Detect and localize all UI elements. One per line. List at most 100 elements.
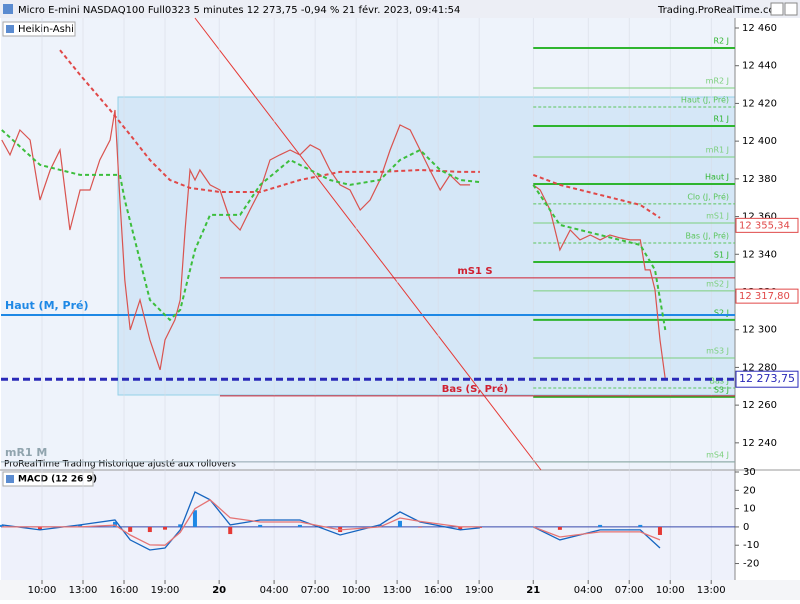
site-name: Trading.ProRealTime.com [657,5,784,16]
level-label: S1 J [714,251,729,260]
y-tick-label: 12 420 [742,98,777,109]
y-tick-label: 12 400 [742,136,777,147]
week-range-box [117,96,736,396]
level-label: mS1 S [457,266,492,277]
histogram-bar [657,526,662,535]
x-tick-label: 04:00 [574,585,603,596]
x-tick-label: 16:00 [424,585,453,596]
moving-average [1,129,667,331]
y-tick-label: 10 [743,504,756,515]
level-label: Haut J [705,172,729,181]
x-tick-label: 07:00 [301,585,330,596]
macd-panel [1,470,735,580]
x-tick-label: 16:00 [110,585,139,596]
x-tick-label: 10:00 [28,585,57,596]
histogram-bar [208,526,213,528]
price-tag [735,288,799,304]
y-tick-label: 12 440 [742,61,777,72]
x-tick-label: 13:00 [697,585,726,596]
x-tick-label: 20 [212,585,226,596]
level-label: mR2 J [706,76,729,85]
header-title: Micro E-mini NASDAQ100 Full0323 5 minute… [18,4,460,16]
histogram-bar [147,526,152,533]
y-tick-label: 12 380 [742,174,777,185]
histogram-bar [192,510,197,527]
x-tick-label: 04:00 [260,585,289,596]
legend-box[interactable] [2,21,76,37]
level-label: R2 J [713,36,729,45]
histogram-bar [163,526,168,530]
level-label: mS2 J [706,279,729,288]
price-line [1,109,666,380]
x-tick-label: 07:00 [615,585,644,596]
histogram-bar [377,524,382,527]
time-axis-bar [0,580,800,600]
y-tick-label: 12 360 [742,212,777,223]
level-label: Bas (S, Pré) [442,383,508,395]
y-tick-label: 12 280 [742,362,777,373]
macd-title: MACD (12 26 9) [18,475,97,485]
histogram-bar [557,526,562,530]
x-tick-label: 13:00 [69,585,98,596]
y-tick-label: -10 [743,540,759,551]
histogram-bar [0,524,4,527]
y-tick-label: 12 300 [742,325,777,336]
histogram-bar [258,524,263,527]
moving-average [59,49,661,219]
x-tick-label: 19:00 [151,585,180,596]
x-tick-label: 10:00 [656,585,685,596]
histogram-bar [128,526,133,532]
price-tag-label: 12 273,75 [739,372,795,385]
window-button[interactable] [770,2,784,16]
level-label: mR1 J [706,145,729,154]
histogram-bar [458,526,463,530]
level-label: S2 J [714,308,729,317]
price-tag [735,370,799,388]
histogram-bar [78,524,83,527]
level-label: mS4 J [706,450,729,459]
histogram-bar [397,520,402,527]
x-tick-label: 10:00 [342,585,371,596]
header-bar [0,0,800,18]
level-label: Clo (J, Pré) [687,191,729,201]
histogram-bar [37,526,42,530]
window-button[interactable] [784,2,798,16]
level-label: Bas J [710,376,729,385]
icon[interactable] [3,4,13,14]
level-label: S3 J [714,385,729,394]
level-label: mR1 M [5,446,47,459]
histogram-bar [477,526,482,528]
y-tick-label: 12 340 [742,249,777,260]
y-tick-label: -20 [743,559,759,570]
histogram-bar [112,521,117,527]
level-label: mS3 J [706,346,729,355]
macd-line [1,499,661,546]
y-tick-label: 20 [743,485,756,496]
level-label: Haut (J, Pré) [681,95,729,105]
y-tick-label: 12 260 [742,400,777,411]
legend-box[interactable] [2,471,94,487]
histogram-bar [297,524,302,527]
y-tick-label: 0 [743,522,749,533]
trend-line [194,17,542,471]
histogram-bar [178,524,183,527]
footnote: ProRealTime Trading Historique ajusté au… [4,459,236,470]
x-tick-label: 19:00 [465,585,494,596]
level-label: Bas (J, Pré) [685,230,729,240]
price-tag-label: 12 355,34 [739,220,790,231]
y-tick-label: 30 [743,467,756,478]
legend-icon [6,25,14,33]
y-tick-label: 12 460 [742,23,777,34]
histogram-bar [638,524,643,527]
histogram-bar [598,524,603,527]
level-label: mS1 J [706,211,729,220]
level-label: Haut (M, Pré) [5,299,89,312]
x-tick-label: 13:00 [383,585,412,596]
level-label: R1 J [713,115,729,124]
x-tick-label: 21 [526,585,540,596]
legend-label: Heikin-Ashi [18,24,74,35]
price-tag [735,217,799,233]
histogram-bar [228,526,233,535]
histogram-bar [418,526,423,528]
